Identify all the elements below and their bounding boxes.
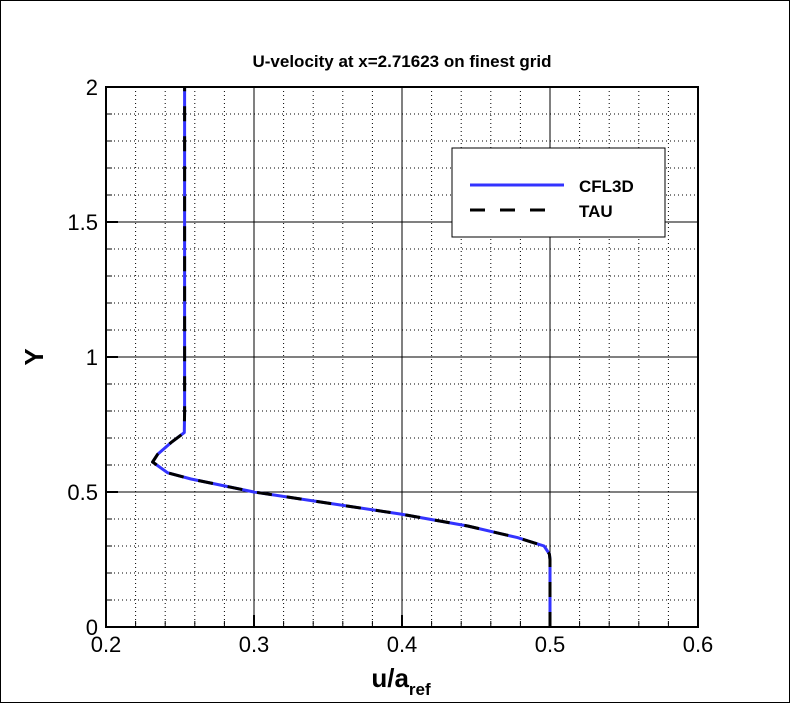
y-tick-label: 2 xyxy=(86,75,98,100)
y-tick-label: 1.5 xyxy=(67,210,98,235)
x-tick-label: 0.5 xyxy=(535,632,566,657)
chart-title: U-velocity at x=2.71623 on finest grid xyxy=(252,52,551,71)
y-tick-label: 1 xyxy=(86,345,98,370)
ticks: 0.2 0.3 0.4 0.5 0.6 0 0.5 1 1.5 2 xyxy=(67,75,713,657)
x-tick-label: 0.3 xyxy=(239,632,270,657)
series-line-tau xyxy=(151,87,552,627)
legend-label-cfl3d: CFL3D xyxy=(579,177,634,196)
x-tick-label: 0.2 xyxy=(91,632,122,657)
x-tick-label: 0.6 xyxy=(683,632,714,657)
series-group xyxy=(151,87,552,627)
x-tick-label: 0.4 xyxy=(387,632,418,657)
legend-label-tau: TAU xyxy=(579,202,613,221)
y-tick-label: 0.5 xyxy=(67,480,98,505)
legend-box xyxy=(451,147,666,238)
x-axis-label-main: u/a xyxy=(371,663,409,693)
y-axis-label: Y xyxy=(19,348,49,365)
legend: CFL3D TAU xyxy=(451,147,666,238)
x-axis-label: u/aref xyxy=(371,663,431,699)
y-tick-label: 0 xyxy=(86,615,98,640)
x-axis-label-subscript: ref xyxy=(409,680,431,699)
